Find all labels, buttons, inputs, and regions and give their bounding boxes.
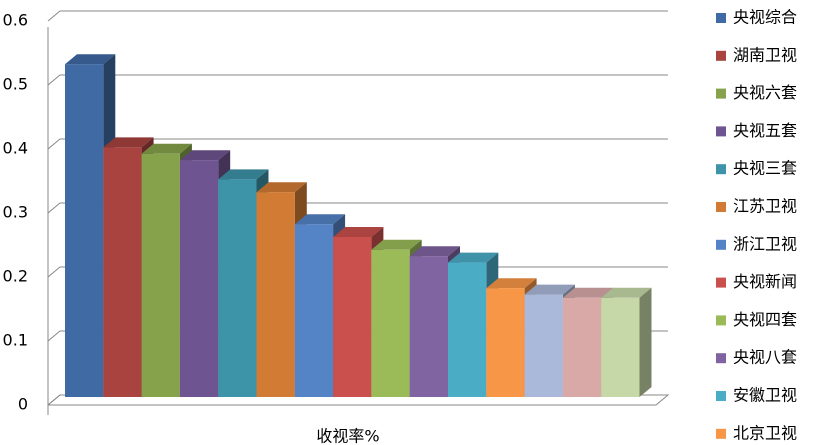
bar-top (601, 287, 652, 298)
legend-label: 央视五套 (733, 121, 797, 140)
category-label: 收视率% (316, 427, 379, 445)
grid-line (47, 10, 668, 22)
legend-swatch (716, 428, 726, 439)
bar-top (448, 252, 499, 263)
legend-label: 央视四套 (733, 310, 797, 329)
bar-top (524, 284, 575, 295)
bar-top (333, 227, 384, 237)
bar (601, 297, 640, 397)
bar (103, 147, 142, 397)
grid-line (47, 138, 668, 150)
bar (333, 237, 372, 397)
bar-top (65, 54, 116, 65)
legend-label: 央视八套 (733, 348, 797, 367)
grid-line (47, 202, 668, 214)
legend-label: 央视新闻 (733, 272, 797, 291)
bar (524, 294, 563, 397)
legend-label: 湖南卫视 (733, 45, 797, 64)
bar-top (562, 287, 614, 298)
legend-swatch (716, 353, 726, 364)
bar (256, 192, 295, 397)
legend-label: 央视六套 (733, 83, 797, 102)
legend-swatch (716, 13, 726, 23)
bar (179, 160, 219, 397)
y-tick-label: 0 (18, 395, 28, 414)
grid-line (47, 74, 668, 86)
legend-swatch (716, 202, 726, 212)
legend-swatch (716, 88, 726, 99)
bar-top (409, 246, 460, 257)
bar (141, 153, 180, 397)
legend-swatch (716, 239, 726, 250)
legend-swatch (716, 315, 726, 326)
bar-side (639, 287, 652, 397)
y-tick-label: 0.3 (3, 203, 28, 222)
y-tick-label: 0.6 (3, 11, 28, 30)
bar (409, 256, 448, 397)
legend-label: 江苏卫视 (733, 197, 797, 216)
legend-swatch (716, 277, 726, 288)
bar-top (141, 143, 192, 154)
bar-top (294, 214, 346, 225)
legend-swatch (716, 164, 726, 175)
y-tick-label: 0.5 (3, 75, 28, 94)
bar (65, 64, 104, 397)
bar (371, 249, 410, 397)
legend-swatch (716, 391, 726, 401)
y-tick-label: 0.1 (3, 331, 28, 350)
bar (562, 297, 602, 397)
bar (448, 262, 487, 397)
legend-label: 浙江卫视 (733, 234, 797, 253)
legend-label: 安徽卫视 (733, 386, 797, 405)
bar-top (179, 150, 231, 161)
bar (294, 224, 334, 397)
legend-label: 央视三套 (733, 159, 797, 178)
y-tick-label: 0.2 (3, 267, 28, 286)
bar-top (218, 169, 269, 180)
bar-top (371, 239, 422, 250)
legend-label: 北京卫视 (733, 423, 797, 442)
bar-top (256, 182, 307, 193)
bar (486, 288, 525, 397)
legend-swatch (716, 126, 726, 137)
bar-top (486, 278, 537, 289)
legend-label: 央视综合 (733, 8, 797, 27)
legend-swatch (716, 50, 726, 61)
y-tick-label: 0.4 (3, 139, 28, 158)
bar-top (103, 137, 154, 148)
bar (218, 179, 257, 397)
